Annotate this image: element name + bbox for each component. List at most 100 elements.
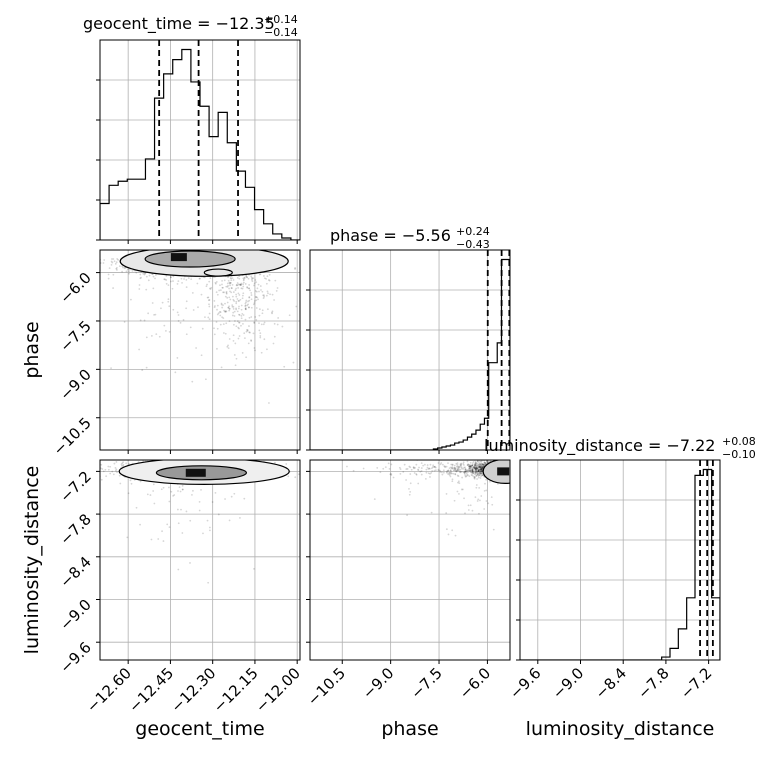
sample-point (486, 461, 489, 464)
sample-point (476, 500, 479, 502)
sample-point (161, 301, 164, 304)
sample-point (478, 469, 480, 472)
x-tick-label-luminosity_distance: −7.8 (634, 664, 672, 702)
sample-point (465, 475, 468, 478)
sample-point (103, 259, 106, 261)
sample-point (225, 285, 228, 288)
sample-point (468, 469, 470, 472)
sample-point (453, 464, 456, 467)
sample-point (172, 215, 174, 217)
sample-point (473, 440, 475, 442)
sample-point (471, 464, 473, 467)
sample-point (268, 402, 270, 404)
sample-point (214, 491, 217, 494)
sample-point (92, 256, 94, 258)
sample-point (483, 462, 486, 465)
sample-point (121, 265, 124, 268)
sample-point (168, 500, 171, 503)
sample-point (484, 462, 486, 464)
sample-point (258, 290, 260, 293)
sample-point (463, 472, 466, 474)
sample-point (238, 314, 241, 316)
sample-point (281, 325, 284, 328)
sample-point (208, 303, 210, 306)
sample-point (406, 468, 409, 470)
sample-point (248, 306, 250, 309)
sample-point (413, 467, 415, 470)
sample-point (478, 466, 481, 468)
sample-point (469, 470, 471, 473)
sample-point (492, 528, 495, 531)
sample-point (245, 301, 247, 304)
sample-point (476, 471, 478, 473)
sample-point (480, 470, 483, 473)
sample-point (470, 444, 472, 446)
sample-point (472, 466, 475, 469)
sample-point (255, 318, 258, 321)
sample-point (459, 470, 462, 473)
sample-point (468, 475, 471, 478)
sample-point (468, 465, 471, 468)
sample-point (217, 242, 219, 244)
sample-point (447, 469, 450, 472)
sample-point (174, 220, 176, 222)
sample-point (152, 287, 155, 290)
sample-point (223, 309, 225, 312)
sample-point (482, 463, 485, 466)
sample-point (238, 283, 241, 286)
sample-point (155, 333, 158, 336)
sample-point (484, 462, 487, 464)
sample-point (244, 283, 247, 285)
sample-point (294, 476, 297, 479)
sample-point (463, 473, 466, 475)
sample-point (490, 496, 493, 499)
x-tick-label-geocent_time: −12.45 (125, 664, 177, 716)
sample-point (480, 468, 483, 471)
sample-point (199, 248, 201, 250)
sample-point (168, 331, 171, 333)
sample-point (448, 453, 450, 455)
sample-point (398, 466, 401, 469)
sample-point (473, 477, 476, 480)
sample-point (481, 474, 484, 477)
sample-point (240, 308, 243, 311)
sample-point (271, 293, 274, 296)
sample-point (439, 471, 442, 473)
sample-point (455, 469, 458, 472)
sample-point (189, 562, 191, 564)
sample-point (409, 482, 412, 485)
sample-point (451, 480, 454, 483)
sample-point (191, 493, 193, 496)
sample-point (259, 334, 262, 337)
sample-point (480, 495, 483, 497)
sample-point (477, 470, 480, 473)
sample-point (260, 323, 263, 326)
sample-point (471, 469, 474, 472)
sample-point (250, 292, 253, 294)
sample-point (152, 483, 155, 486)
sample-point (447, 473, 450, 476)
sample-point (479, 472, 482, 475)
sample-point (215, 321, 218, 323)
sample-point (180, 217, 182, 219)
sample-point (145, 366, 148, 369)
sample-point (192, 237, 194, 239)
sample-point (481, 466, 484, 469)
sample-point (480, 466, 482, 469)
sample-point (420, 462, 423, 465)
sample-point (263, 277, 266, 280)
sample-point (151, 245, 153, 247)
sample-point (295, 305, 298, 308)
sample-point (450, 463, 453, 466)
sample-point (464, 471, 467, 474)
sample-point (430, 467, 433, 470)
sample-point (125, 462, 128, 465)
sample-point (260, 247, 262, 249)
sample-point (477, 470, 480, 473)
sample-point (207, 316, 210, 319)
sample-point (483, 463, 486, 466)
sample-point (247, 300, 249, 303)
sample-point (478, 461, 480, 464)
sample-point (207, 299, 210, 302)
sample-point (179, 321, 182, 324)
